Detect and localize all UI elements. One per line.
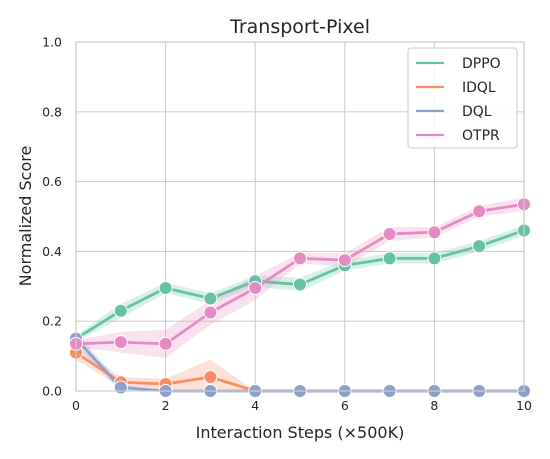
idql-point	[203, 370, 218, 385]
y-tick-label: 0.6	[42, 174, 62, 189]
legend-label-dppo: DPPO	[462, 56, 501, 72]
otpr-point	[472, 204, 487, 219]
y-tick-label: 1.0	[42, 35, 62, 50]
x-axis-label: Interaction Steps (×500K)	[196, 423, 405, 442]
otpr-point	[293, 251, 307, 266]
y-axis-label: Normalized Score	[16, 146, 35, 287]
y-tick-label: 0.0	[42, 384, 62, 399]
y-tick-label: 0.2	[42, 314, 62, 329]
plot-frame	[75, 41, 525, 392]
otpr-point	[158, 336, 173, 351]
series-markers	[69, 197, 531, 398]
legend-box	[407, 47, 518, 149]
otpr-point	[427, 225, 442, 240]
dppo-point	[113, 303, 128, 318]
tick-labels: 0 2 4 6 8 10 0.0 0.2 0.4 0.6 0.8 1.0	[42, 35, 532, 414]
y-tick-label: 0.8	[42, 104, 62, 119]
legend-label-otpr: OTPR	[462, 128, 500, 144]
dppo-point	[427, 251, 442, 266]
dppo-point	[293, 277, 307, 292]
x-tick-label: 0	[72, 398, 80, 413]
legend-label-idql: IDQL	[462, 80, 496, 96]
dppo-point	[382, 251, 397, 266]
dppo-point	[158, 281, 173, 296]
otpr-point	[337, 253, 352, 268]
legend-label-dql: DQL	[462, 104, 492, 120]
chart-title: Transport-Pixel	[229, 16, 370, 38]
x-tick-label: 2	[162, 398, 170, 413]
dppo-point	[203, 291, 218, 306]
otpr-point	[203, 305, 218, 320]
legend: DPPO IDQL DQL OTPR	[407, 47, 518, 149]
otpr-point	[382, 226, 397, 241]
confidence-bands	[76, 197, 524, 391]
dql-point	[113, 380, 128, 395]
x-tick-label: 4	[251, 398, 259, 413]
x-tick-label: 6	[341, 398, 349, 413]
x-tick-label: 8	[430, 398, 438, 413]
otpr-confidence-band	[76, 197, 524, 358]
dppo-point	[472, 239, 487, 254]
otpr-point	[248, 281, 263, 296]
x-tick-label: 10	[516, 398, 532, 413]
y-tick-label: 0.4	[42, 244, 62, 259]
otpr-point	[113, 335, 128, 350]
